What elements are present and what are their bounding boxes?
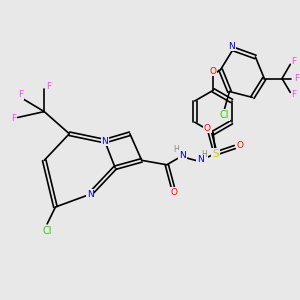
Text: F: F bbox=[18, 90, 23, 99]
Text: F: F bbox=[11, 115, 16, 124]
Text: H: H bbox=[201, 150, 207, 159]
Text: O: O bbox=[210, 67, 217, 76]
Text: Cl: Cl bbox=[220, 110, 229, 120]
Text: F: F bbox=[294, 74, 299, 83]
Text: N: N bbox=[228, 41, 235, 50]
Text: O: O bbox=[204, 124, 211, 133]
Text: N: N bbox=[101, 136, 108, 146]
Text: F: F bbox=[291, 58, 296, 67]
Text: F: F bbox=[46, 82, 51, 91]
Text: Cl: Cl bbox=[42, 226, 52, 236]
Text: N: N bbox=[179, 151, 186, 160]
Text: H: H bbox=[173, 146, 178, 154]
Text: O: O bbox=[171, 188, 178, 197]
Text: N: N bbox=[87, 190, 93, 199]
Text: S: S bbox=[212, 148, 219, 158]
Text: O: O bbox=[237, 141, 244, 150]
Text: F: F bbox=[291, 90, 296, 99]
Text: N: N bbox=[197, 155, 204, 164]
